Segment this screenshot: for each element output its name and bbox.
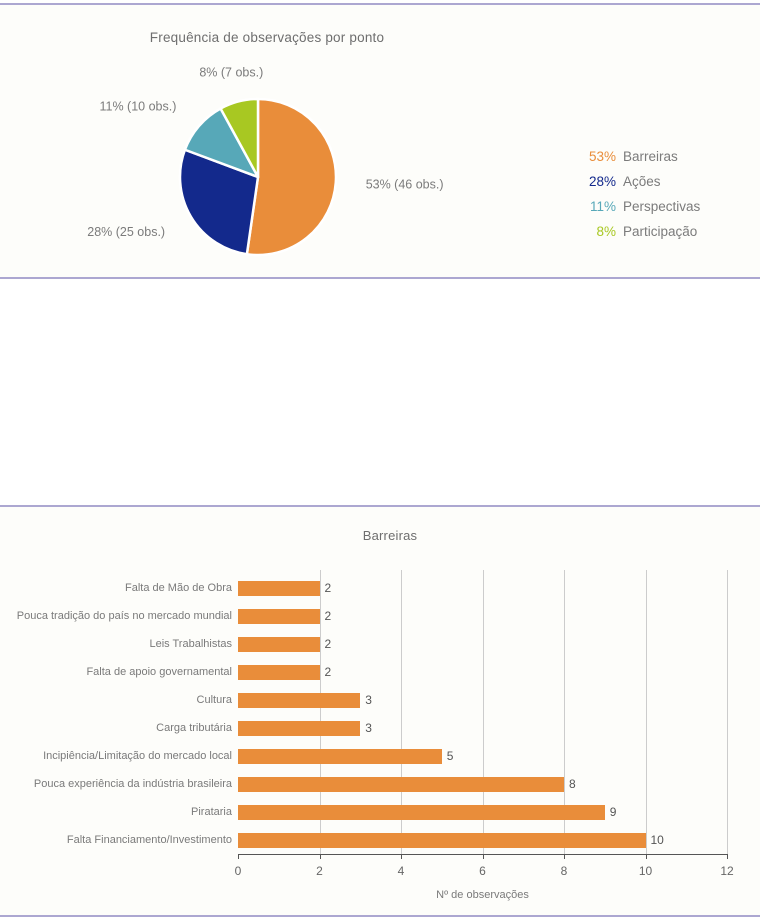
x-axis-tick-8 [564,854,565,859]
x-axis-tick-label-12: 12 [720,864,734,878]
bar-pirataria [238,805,605,820]
bar-chart-title: Barreiras [362,528,418,543]
gridline-6 [482,570,484,854]
gridline-4 [401,570,402,854]
bar-chart-panel: Barreiras Falta de Mão de Obra 2 Pouca tra… [0,505,760,917]
x-axis-tick-6 [482,854,484,859]
bar-value-label-cultura: 3 [365,693,372,707]
legend-label: Barreiras [623,149,678,164]
pie-slice-acoes [178,148,260,256]
bar-category-label-falta-financiamento-investimento: Falta Financiamento/Investimento [66,834,232,846]
legend-item-perspectivas: 11% Perspectivas [586,194,700,219]
bar-pouca-tradicao-do-pais-no-mercado-mundial [238,609,320,624]
legend-label: Ações [623,174,661,189]
x-axis-tick-4 [401,854,402,859]
pie-slice-barreiras [245,97,338,257]
bar-value-label-pouca-experiencia-da-industria-brasileira: 8 [569,777,576,791]
bar-category-label-falta-de-apoio-governamental: Falta de apoio governamental [86,666,232,678]
bar-category-label-leis-trabalhistas: Leis Trabalhistas [149,638,232,650]
legend-item-barreiras: 53% Barreiras [586,144,700,169]
gridline-2 [319,570,321,854]
bar-value-label-carga-tributaria: 3 [365,721,372,735]
legend-item-participacao: 8% Participação [586,219,700,244]
x-axis-tick-0 [238,854,239,859]
pie-chart-title: Frequência de observações por ponto [149,30,385,45]
x-axis-tick-label-4: 4 [397,864,405,878]
gridline-12 [727,570,728,854]
bar-category-label-carga-tributaria: Carga tributária [156,722,232,734]
bar-category-label-pouca-tradicao-do-pais-no-mercado-mundial: Pouca tradição do país no mercado mundia… [16,610,232,622]
x-axis-tick-label-0: 0 [234,864,242,878]
pie-chart: 53% (46 obs.) 28% (25 obs.) 11% (10 obs.) 8… [87,65,444,257]
bar-category-label-pirataria: Pirataria [191,806,232,818]
bar-category-label-pouca-experiencia-da-industria-brasileira: Pouca experiência da indústria brasileir… [33,778,232,790]
x-axis-tick-10 [645,854,647,859]
bar-falta-financiamento-investimento [238,833,646,848]
bar-value-label-falta-de-mao-de-obra: 2 [324,581,332,595]
pie-slice-participacao [219,97,260,179]
gridline-10 [645,570,647,854]
pie-legend: 53% Barreiras 28% Ações 11% Perspectivas 8% Par… [586,144,700,244]
x-axis-tick-label-10: 10 [638,864,653,878]
x-axis-tick-label-8: 8 [560,864,568,878]
pie-slice-label-acoes: 28% (25 obs.) [87,225,165,239]
bar-cultura [238,693,361,708]
bar-value-label-falta-financiamento-investimento: 10 [650,833,664,847]
pie-slice-label-participacao: 8% (7 obs.) [199,65,263,79]
bar-pouca-experiencia-da-industria-brasileira [238,777,564,792]
x-axis-label: Nº de observações [436,889,529,901]
bar-value-label-pouca-tradicao-do-pais-no-mercado-mundial: 2 [324,609,332,623]
bar-value-label-pirataria: 9 [609,805,617,819]
bar-category-label-cultura: Cultura [196,694,232,706]
bar-incipiencia-limitacao-do-mercado-local [238,749,442,764]
bar-value-label-falta-de-apoio-governamental: 2 [324,665,332,679]
pie-slice-label-perspectivas: 11% (10 obs.) [99,99,176,113]
pie-slice-label-barreiras: 53% (46 obs.) [366,178,444,192]
bar-falta-de-mao-de-obra [238,581,320,596]
x-axis-tick-label-2: 2 [316,864,323,878]
legend-percent: 53% [588,149,616,164]
legend-percent: 11% [589,199,616,214]
legend-percent: 28% [588,174,616,189]
bar-category-label-falta-de-mao-de-obra: Falta de Mão de Obra [124,582,232,594]
legend-percent: 8% [596,224,616,239]
pie-chart-panel: Frequência de observações por ponto 53% … [0,3,760,279]
bar-falta-de-apoio-governamental [238,665,320,680]
bar-category-label-incipiencia-limitacao-do-mercado-local: Incipiência/Limitação do mercado local [43,750,232,762]
gridline-8 [564,570,565,854]
bar-carga-tributaria [238,721,361,736]
x-axis-tick-label-6: 6 [479,864,486,878]
legend-label: Perspectivas [623,199,701,214]
bar-value-label-incipiencia-limitacao-do-mercado-local: 5 [446,749,454,763]
x-axis-tick-2 [319,854,321,859]
x-axis-tick-12 [727,854,728,859]
legend-item-acoes: 28% Ações [586,169,700,194]
legend-label: Participação [623,224,698,239]
bar-leis-trabalhistas [238,637,320,652]
bar-value-label-leis-trabalhistas: 2 [324,637,332,651]
bar-chart-plot: Falta de Mão de Obra 2 Pouca tradição do p… [0,507,760,915]
